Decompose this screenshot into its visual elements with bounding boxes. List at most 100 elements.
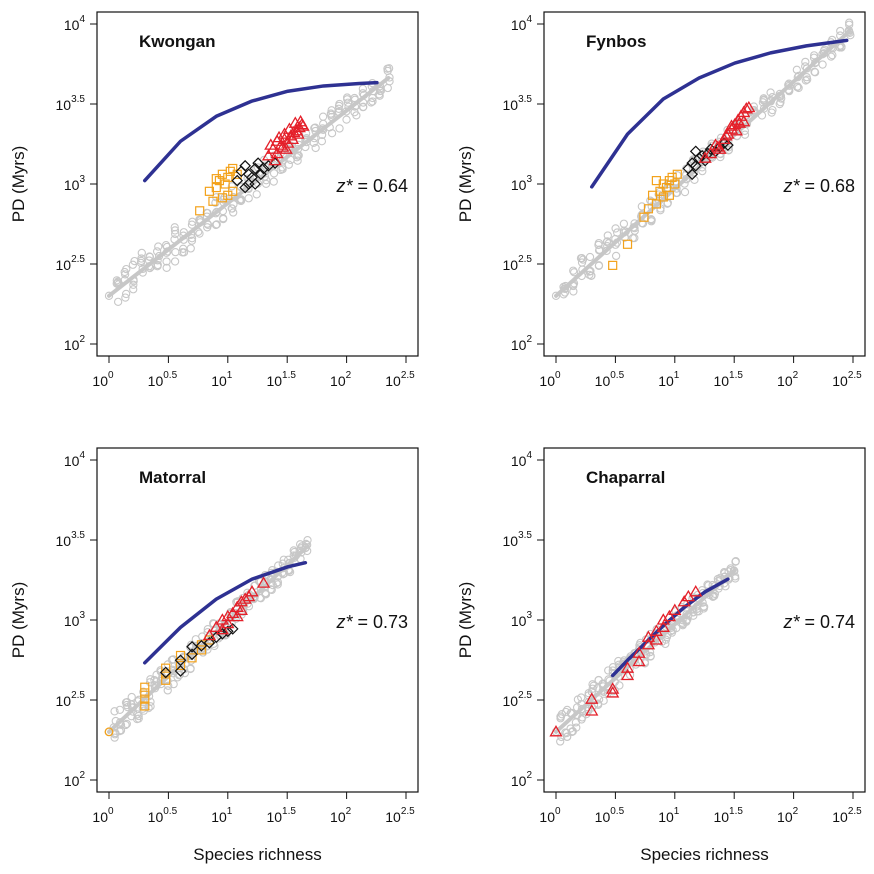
y-tick-label: 102.5 — [56, 254, 86, 273]
null-point — [203, 223, 212, 232]
null-point — [680, 187, 690, 197]
triangle-point — [245, 585, 259, 597]
triangle-point — [742, 100, 756, 113]
null-point — [128, 260, 138, 269]
square-point — [211, 182, 221, 193]
triangle-point — [264, 138, 278, 150]
y-tick-label: 104 — [511, 14, 533, 33]
null-point — [625, 670, 635, 680]
diamond-point — [249, 162, 262, 175]
null-point — [768, 105, 777, 115]
null-point — [187, 236, 197, 245]
expected-pd-curve — [610, 577, 730, 678]
x-tick-label: 101.5 — [266, 370, 296, 389]
null-point — [122, 264, 131, 274]
x-tick-label: 102 — [777, 370, 799, 389]
square-point — [667, 172, 677, 182]
null-point — [317, 137, 327, 146]
expected-pd-curve — [143, 560, 308, 665]
null-point — [826, 52, 836, 61]
null-point — [110, 733, 119, 742]
z-star-annotation: z* = 0.74 — [782, 612, 855, 632]
series-circle-orange — [104, 727, 114, 737]
diamond-point — [689, 145, 702, 158]
null-point — [556, 714, 565, 723]
triangle-point — [703, 146, 718, 159]
null-model-points — [551, 557, 740, 746]
y-tick-label: 102.5 — [503, 690, 533, 709]
null-point — [551, 291, 561, 300]
triangle-point — [585, 692, 599, 704]
null-point — [112, 276, 121, 285]
null-point — [262, 176, 271, 185]
null-point — [244, 194, 253, 203]
null-point — [359, 102, 368, 111]
null-point — [608, 662, 618, 672]
square-point — [140, 701, 150, 711]
null-point — [335, 124, 344, 133]
triangle-point — [296, 119, 310, 131]
null-point — [154, 242, 163, 251]
y-axis-title: PD (Myrs) — [9, 146, 28, 222]
series-square-orange — [195, 163, 242, 216]
y-tick-label: 102.5 — [56, 690, 86, 709]
square-point — [664, 176, 674, 186]
null-point — [578, 255, 588, 264]
y-tick-label: 103 — [511, 610, 533, 629]
null-point — [835, 43, 844, 52]
null-point — [170, 223, 179, 232]
null-point — [285, 567, 295, 577]
x-axis: 100 100.5 101 101.5 102 102.5 — [92, 792, 415, 825]
triangle-point — [215, 622, 229, 635]
diamond-point — [186, 640, 198, 653]
y-tick-label: 103 — [64, 174, 86, 193]
triangle-point — [279, 142, 293, 154]
square-point — [223, 172, 233, 182]
triangle-point — [256, 576, 271, 588]
square-point — [651, 199, 661, 209]
null-point — [766, 88, 775, 97]
null-point — [567, 727, 576, 737]
triangle-point — [708, 138, 723, 150]
null-point — [582, 709, 591, 719]
triangle-point — [719, 129, 733, 141]
null-point — [273, 580, 282, 589]
triangle-point — [202, 628, 217, 641]
null-point — [132, 714, 142, 724]
x-axis-title: Species richness — [640, 845, 769, 864]
triangle-point — [641, 630, 656, 642]
null-point — [229, 208, 238, 217]
triangle-point — [649, 633, 664, 645]
null-point — [137, 254, 146, 263]
null-point — [384, 64, 394, 73]
panel-title: Fynbos — [586, 32, 646, 51]
null-point — [342, 115, 351, 124]
null-point — [810, 67, 819, 76]
y-tick-label: 103 — [64, 610, 86, 629]
null-point — [145, 252, 154, 261]
triangle-point — [620, 668, 635, 681]
expected-pd-curve — [590, 38, 849, 189]
x-tick-label: 101 — [211, 806, 233, 825]
null-point — [794, 83, 803, 93]
null-point — [569, 287, 578, 296]
z-star-annotation: z* = 0.64 — [335, 176, 408, 196]
x-tick-label: 101.5 — [713, 806, 743, 825]
triangle-point — [656, 620, 670, 632]
x-tick-label: 101 — [658, 806, 680, 825]
null-point — [301, 543, 310, 553]
x-axis: 100 100.5 101 101.5 102 102.5 — [92, 356, 415, 389]
null-point — [802, 73, 811, 82]
null-point — [619, 219, 629, 228]
null-point — [186, 244, 195, 253]
null-point — [845, 18, 854, 27]
diamond-point — [239, 159, 252, 172]
null-point — [187, 220, 197, 229]
null-point — [585, 270, 594, 279]
triangle-point — [221, 616, 235, 629]
panel-fynbos: 100 100.5 101 101.5 102 102.5 102 102.5 103 103.5… — [456, 11, 866, 389]
y-axis: 102 102.5 103 103.5 104 — [56, 450, 97, 789]
null-point — [212, 220, 221, 229]
diamond-point — [686, 168, 699, 181]
